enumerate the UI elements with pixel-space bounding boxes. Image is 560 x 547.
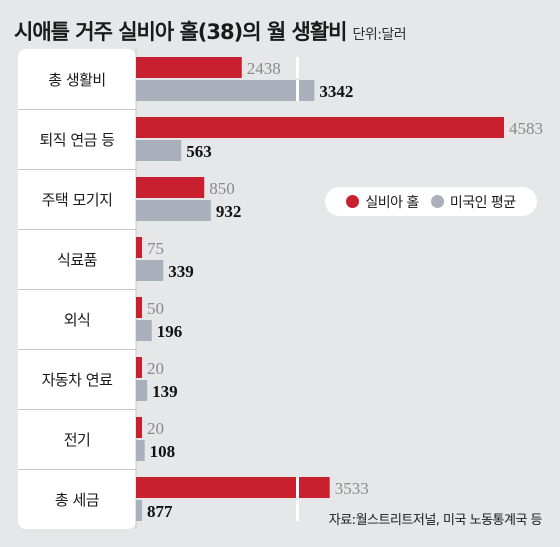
bar [136,177,205,198]
category-divider [18,469,136,470]
bar [136,57,242,78]
bar [136,80,315,101]
category-divider [18,229,136,230]
legend-swatch-hall [346,195,360,208]
chart-title-area: 시애틀 거주 실비아 홀(38)의 월 생활비 단위:달러 [14,12,407,55]
bar [136,417,142,438]
bar [136,297,142,318]
bar [136,117,505,138]
bar [136,477,330,498]
bar [136,320,152,341]
category-divider [18,109,136,110]
source-note: 자료:월스트리트저널, 미국 노동통계국 등 [328,513,543,528]
bar [136,260,164,281]
bar [136,140,182,161]
data-label: 139 [152,382,178,401]
chart-title: 시애틀 거주 실비아 홀(38)의 월 생활비 [14,20,347,44]
data-label: 877 [147,502,173,521]
bar [136,200,211,221]
bar [136,500,142,521]
data-label: 4583 [509,119,543,138]
data-label: 339 [168,262,194,281]
category-divider [18,349,136,350]
axis-break-mark [296,477,299,498]
category-divider [18,169,136,170]
category-label: 식료품 [57,251,97,269]
category-divider [18,409,136,410]
bar [136,237,143,258]
category-label: 전기 [63,431,91,449]
legend-item-us-average: 미국인 평균 [430,192,516,212]
data-label: 196 [157,322,183,341]
data-label: 2438 [247,59,281,78]
category-label: 총 생활비 [48,71,106,89]
legend-item-hall: 실비아 홀 [346,192,419,212]
axis-break-mark [296,80,299,101]
axis-break-mark [296,500,299,521]
unit-label: 단위:달러 [352,27,407,43]
data-label: 20 [147,359,164,378]
category-label: 퇴직 연금 등 [39,131,115,149]
data-label: 108 [150,442,176,461]
category-label: 외식 [63,311,91,329]
category-label: 총 세금 [54,491,100,509]
legend-swatch-us-average [430,195,444,208]
axis-break-mark [296,57,299,78]
category-divider [18,289,136,290]
data-label: 3342 [319,82,353,101]
legend: 실비아 홀 미국인 평균 [325,187,537,216]
data-label: 3533 [335,479,369,498]
category-label: 주택 모기지 [41,191,113,209]
legend-label-hall: 실비아 홀 [365,194,419,211]
bar [136,440,145,461]
legend-label-us-average: 미국인 평균 [449,194,516,211]
data-label: 50 [147,299,164,318]
data-label: 563 [186,142,212,161]
data-label: 850 [209,179,235,198]
data-label: 20 [147,419,164,438]
data-label: 75 [147,239,164,258]
bar [136,357,142,378]
bar [136,380,148,401]
data-label: 932 [216,202,242,221]
category-label: 자동차 연료 [41,371,113,389]
